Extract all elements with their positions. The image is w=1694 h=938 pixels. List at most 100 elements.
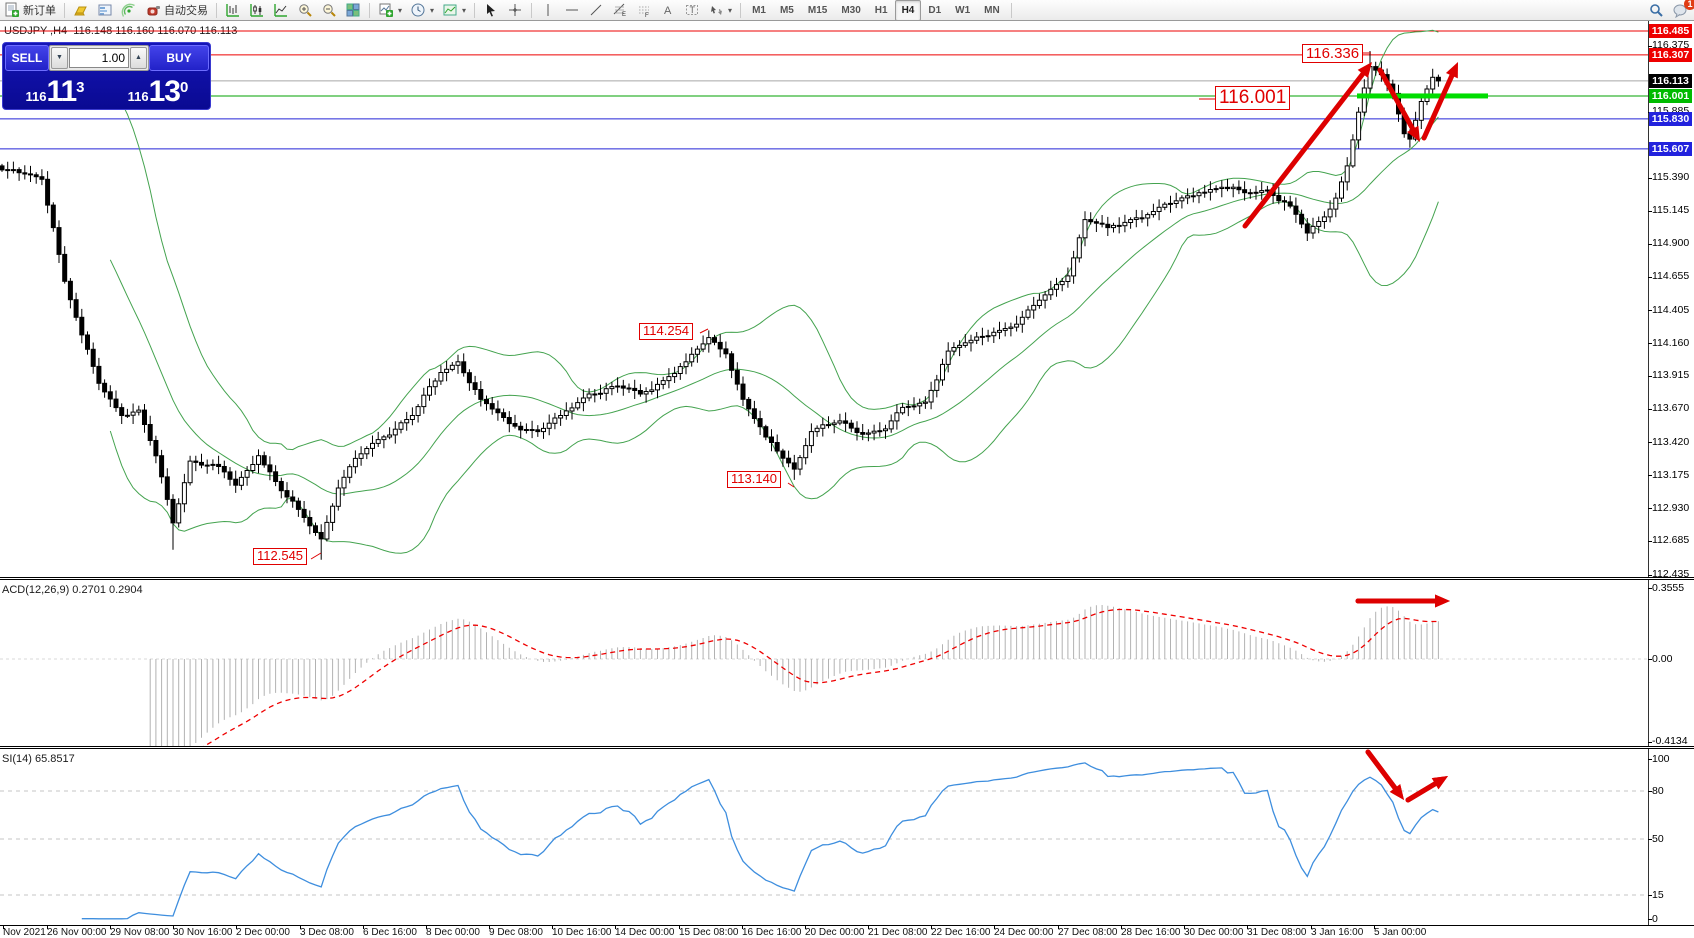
rsi-chart [0, 749, 1648, 920]
price-annotation-label: 114.254 [639, 323, 694, 340]
arrow-objects-button[interactable]: ▾ [704, 1, 736, 19]
volume-decrease-button[interactable]: ▼ [51, 47, 68, 69]
price-tick-mark [1648, 276, 1652, 278]
search-icon[interactable] [1648, 2, 1664, 18]
pane-separator[interactable] [0, 746, 1694, 749]
price-axis-line [1648, 21, 1649, 925]
time-axis-label: 27 Dec 08:00 [1058, 927, 1118, 938]
time-axis-label: Nov 2021 [3, 927, 46, 938]
time-axis-tick [47, 925, 48, 929]
cursor-tool-button[interactable] [479, 1, 503, 19]
ask-prefix: 116 [127, 89, 149, 104]
pane-separator[interactable] [0, 577, 1694, 580]
bid-pip-digit: 3 [76, 79, 85, 96]
price-tick-mark [1648, 540, 1652, 542]
time-axis-tick [552, 925, 553, 929]
vertical-line-tool-button[interactable] [536, 1, 560, 19]
toolbar-separator [369, 2, 370, 18]
grid-tool-button[interactable]: F [632, 1, 656, 19]
time-axis-label: 3 Dec 08:00 [300, 927, 354, 938]
rsi-tick-label: 15 [1652, 888, 1664, 901]
gold-bar-icon [74, 6, 87, 16]
auto-trading-label: 自动交易 [164, 5, 208, 17]
tile-windows-icon [346, 3, 360, 17]
time-axis-label: 5 Jan 00:00 [1374, 927, 1427, 938]
trendline-tool-button[interactable] [584, 1, 608, 19]
svg-text:A: A [664, 5, 672, 17]
new-chart-icon [379, 3, 393, 17]
time-axis-label: 26 Nov 00:00 [47, 927, 107, 938]
gold-bar-button[interactable] [69, 1, 93, 19]
price-tick-mark [1648, 442, 1652, 444]
chart-template-icon [443, 4, 457, 16]
horizontal-line-tool-button[interactable] [560, 1, 584, 19]
price-level-badge: 115.607 [1649, 141, 1692, 156]
rsi-tick-mark [1648, 759, 1652, 760]
candlestick-chart-button[interactable] [245, 1, 269, 19]
text-label-tool-button[interactable]: T [680, 1, 704, 19]
price-tick-label: 115.145 [1652, 204, 1690, 217]
timeframe-M15[interactable]: M15 [807, 4, 828, 16]
time-axis-tick [931, 925, 932, 929]
sell-button[interactable]: SELL [5, 45, 49, 71]
timeframe-M1[interactable]: M1 [752, 4, 766, 16]
buy-button[interactable]: BUY [149, 45, 209, 71]
bar-chart-button[interactable] [221, 1, 245, 19]
crosshair-tool-button[interactable] [503, 1, 527, 19]
text-tool-button[interactable]: A [656, 1, 680, 19]
one-click-trading-panel: SELL ▼ ▲ BUY 116 11 3 116 13 0 [2, 42, 211, 110]
time-axis-tick [994, 925, 995, 929]
time-axis-tick [236, 925, 237, 929]
timeframe-H1[interactable]: H1 [874, 4, 888, 16]
auto-trading-button[interactable]: 自动交易 [141, 1, 212, 19]
time-axis-tick [1311, 925, 1312, 929]
tile-windows-button[interactable] [341, 1, 365, 19]
price-tick-mark [1648, 508, 1652, 510]
timeframe-M5[interactable]: M5 [779, 4, 794, 16]
fibonacci-tool-button[interactable]: E [608, 1, 632, 19]
timeframe-D1[interactable]: D1 [928, 4, 942, 16]
dropdown-caret: ▾ [462, 5, 467, 15]
new-chart-button[interactable]: ▾ [374, 1, 406, 19]
timeframe-M30[interactable]: M30 [841, 4, 861, 16]
vertical-line-icon [547, 4, 549, 16]
periods-button[interactable]: ▾ [406, 1, 438, 19]
market-depth-button[interactable] [93, 1, 117, 19]
toolbar-separator [1010, 2, 1012, 18]
price-annotation-label: 116.336 [1302, 44, 1364, 64]
time-axis-tick [3, 925, 4, 929]
signals-button[interactable] [117, 1, 141, 19]
timeframe-MN[interactable]: MN [984, 4, 1000, 16]
ask-price: 116 13 0 [108, 71, 208, 109]
price-tick-mark [1648, 243, 1652, 245]
volume-increase-button[interactable]: ▲ [130, 47, 147, 69]
rsi-tick-mark [1648, 791, 1652, 792]
chart-title: USDJPY-,H4 116.148 116.160 116.070 116.1… [4, 25, 238, 37]
bid-price: 116 11 3 [5, 71, 105, 109]
zoom-out-button[interactable] [317, 1, 341, 19]
rsi-label: SI(14) 65.8517 [2, 753, 75, 765]
notifications-button[interactable]: 1 [1672, 0, 1694, 18]
time-axis-label: 2 Dec 00:00 [236, 927, 290, 938]
timeframe-H4[interactable]: H4 [894, 0, 922, 21]
time-axis[interactable] [0, 925, 1694, 938]
notifications-icon [1673, 4, 1687, 18]
zoom-in-icon [299, 4, 312, 17]
new-order-button[interactable]: 新订单 [0, 1, 60, 19]
line-chart-icon [274, 4, 287, 17]
timeframe-W1[interactable]: W1 [955, 4, 971, 16]
price-tick-mark [1648, 177, 1652, 179]
price-tick-mark [1648, 343, 1652, 344]
dropdown-caret: ▾ [398, 5, 403, 15]
line-chart-button[interactable] [269, 1, 293, 19]
bid-big-digits: 11 [46, 75, 77, 108]
price-level-badge: 116.113 [1649, 73, 1692, 88]
price-level-badge: 116.307 [1649, 47, 1692, 62]
macd-tick-mark [1648, 659, 1652, 660]
grid-icon: F [639, 6, 650, 18]
zoom-in-button[interactable] [293, 1, 317, 19]
volume-input[interactable] [69, 48, 129, 68]
time-axis-tick [1058, 925, 1059, 929]
time-axis-tick [426, 925, 427, 929]
template-button[interactable]: ▾ [438, 1, 470, 19]
